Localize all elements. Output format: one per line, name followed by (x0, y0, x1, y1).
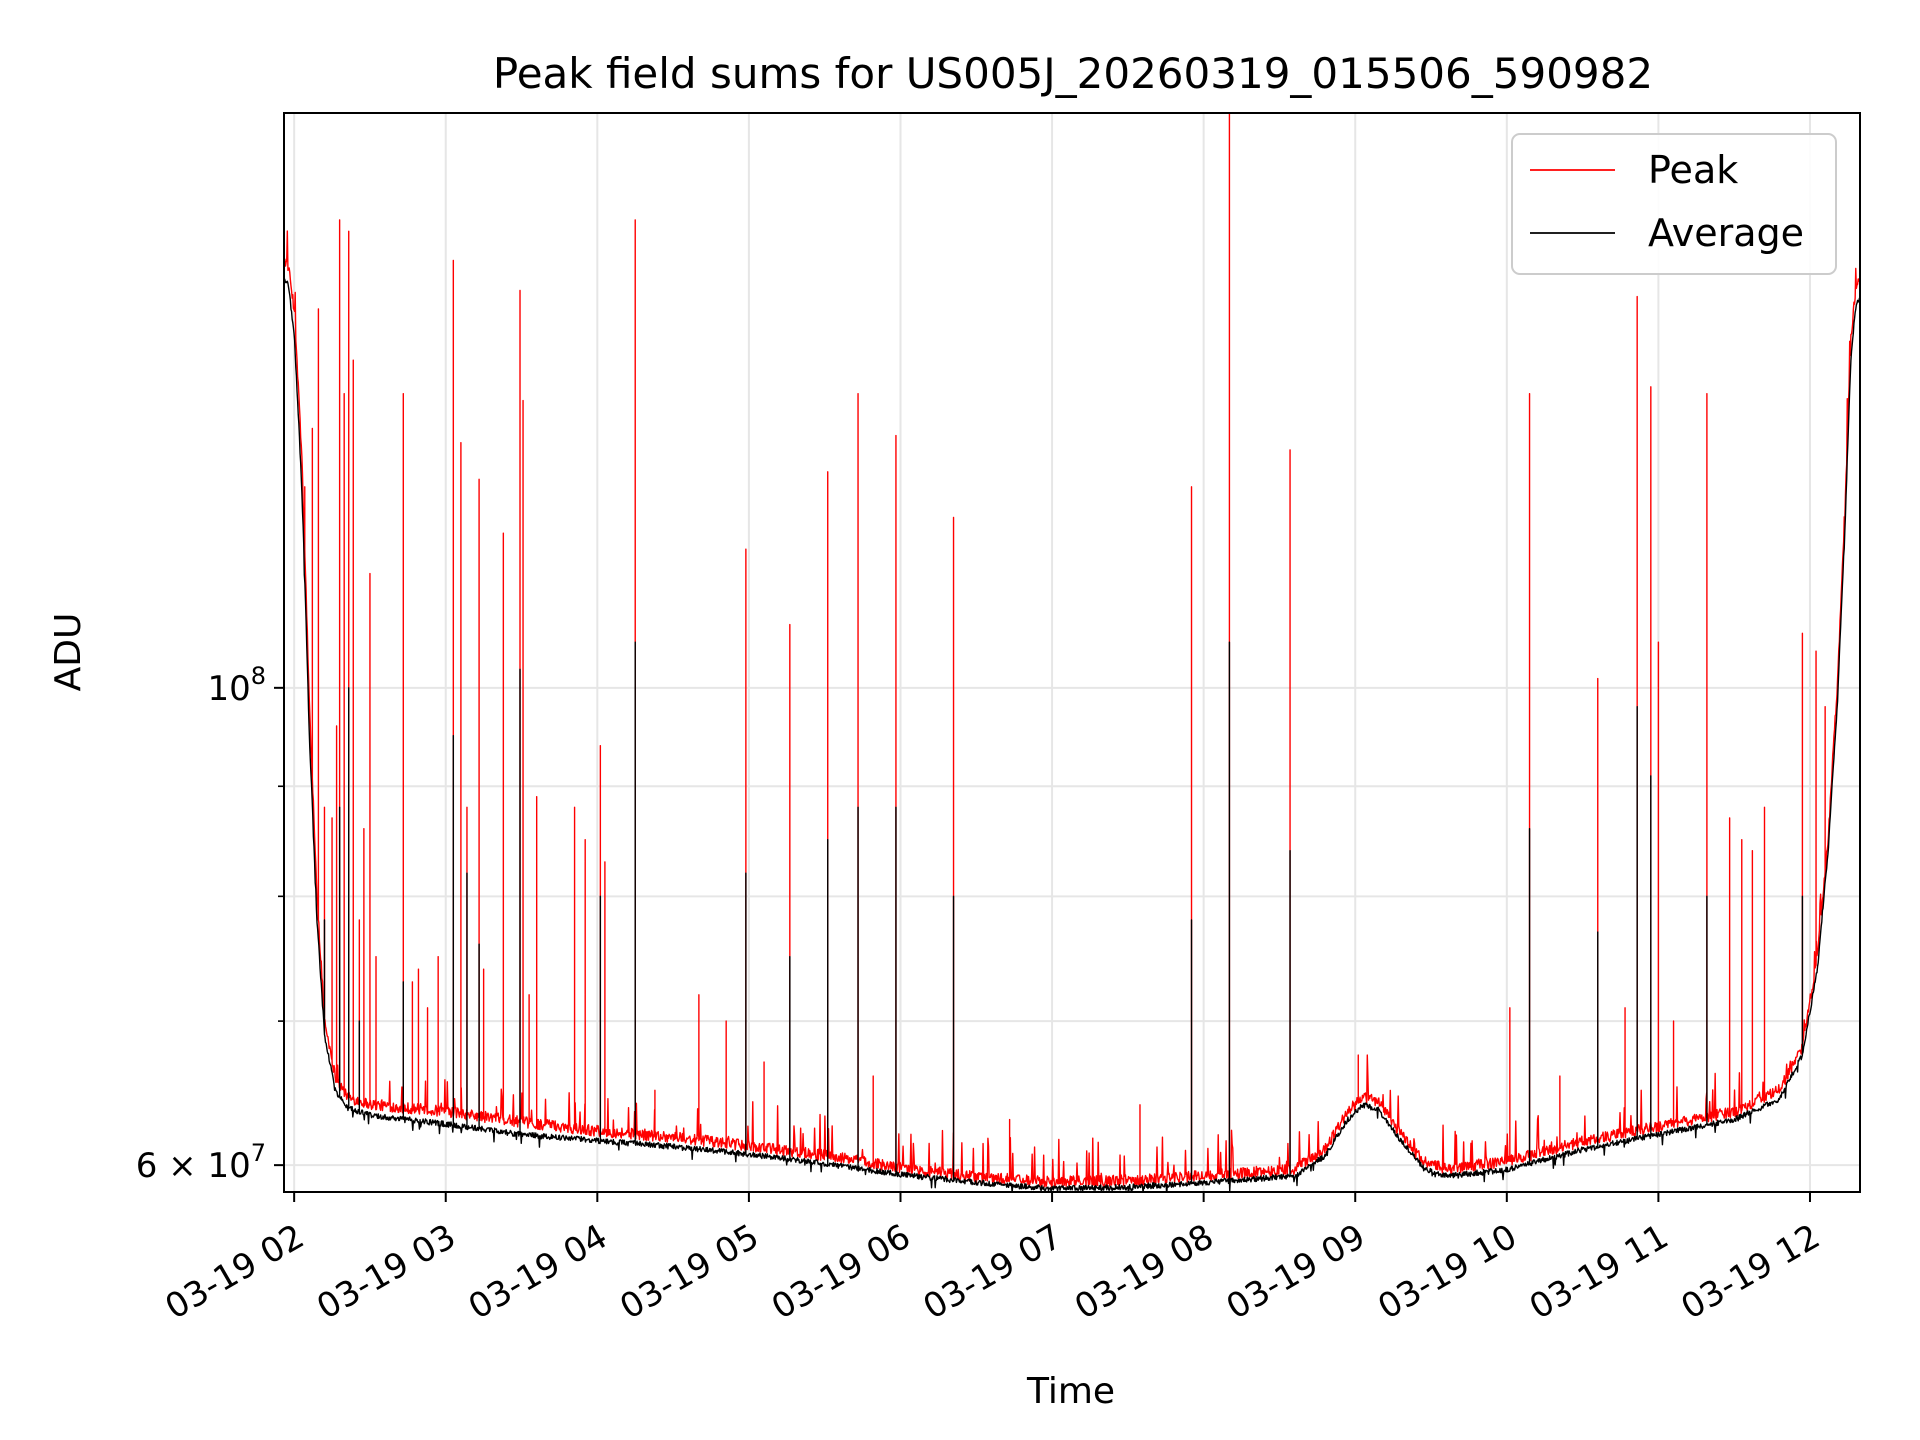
chart-title: Peak field sums for US005J_20260319_0155… (493, 49, 1653, 98)
legend-label-average: Average (1648, 211, 1804, 255)
y-axis: 6 × 107 108 (136, 662, 284, 1186)
plot-frame (283, 112, 1861, 1193)
legend: Peak Average (1511, 133, 1837, 275)
legend-box (1511, 133, 1837, 275)
series-layer (284, 113, 1860, 1192)
x-axis-label: Time (1026, 1371, 1115, 1412)
y-tick-label-0: 6 × 107 (136, 1139, 266, 1186)
legend-label-peak: Peak (1648, 148, 1738, 192)
y-tick-label-1: 108 (207, 662, 266, 709)
y-axis-label: ADU (48, 613, 89, 692)
series-line-average (284, 278, 1860, 1192)
